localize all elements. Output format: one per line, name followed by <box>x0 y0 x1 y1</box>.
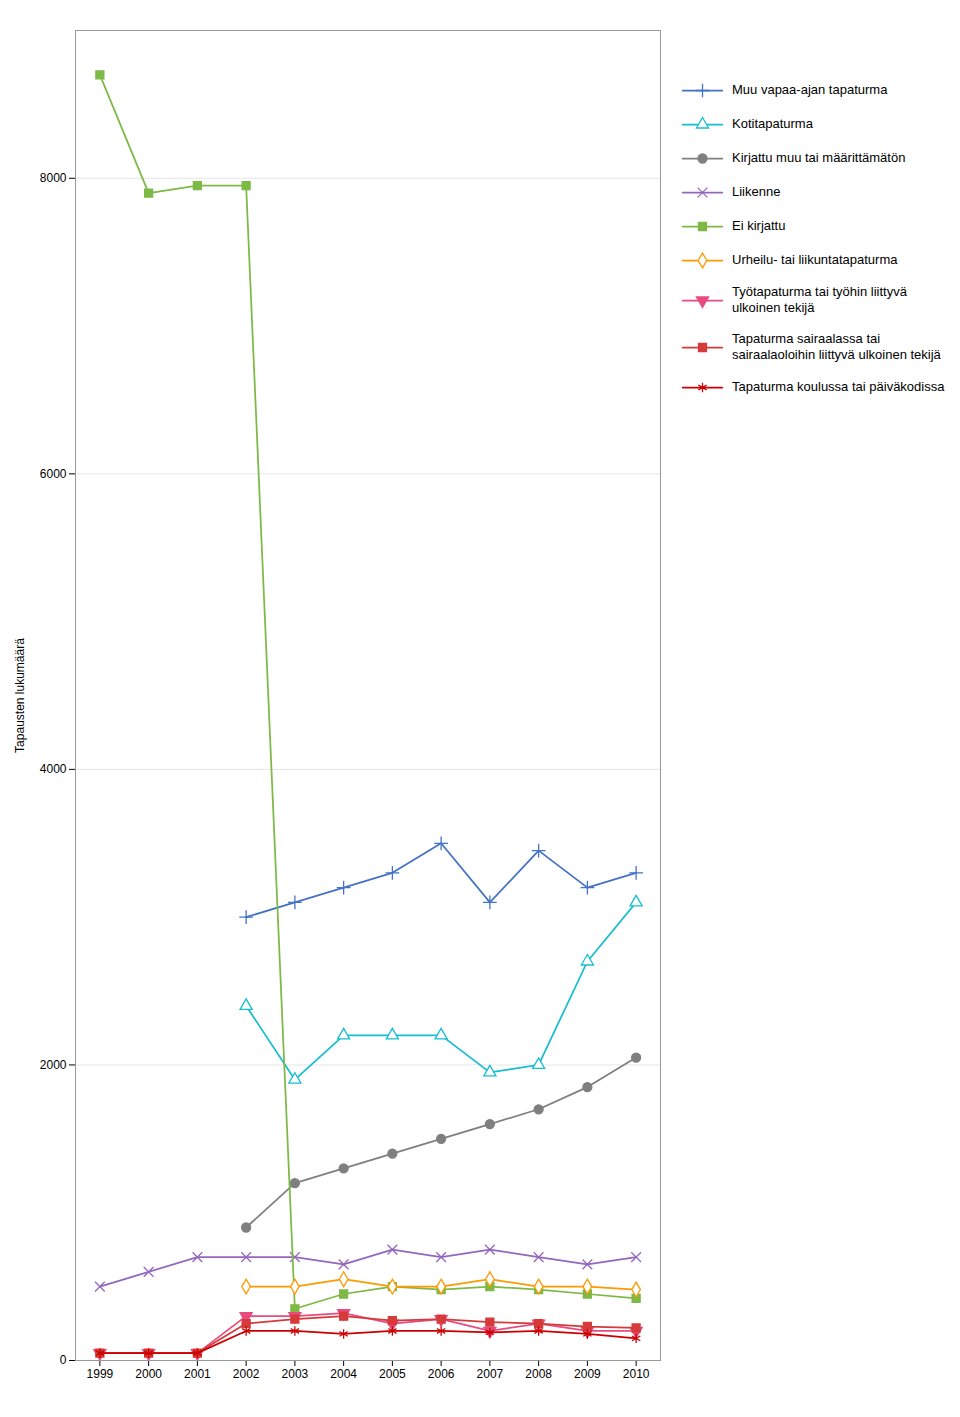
html-text:Muu vapaa-ajan tapaturma: Muu vapaa-ajan tapaturma <box>732 81 888 97</box>
svg-text:2003: 2003 <box>282 1367 309 1381</box>
html-text:Kotitapaturma: Kotitapaturma <box>732 115 813 131</box>
svg-text:4000: 4000 <box>40 762 67 776</box>
html-text:Liikenne: Liikenne <box>732 183 781 199</box>
svg-text:0: 0 <box>60 1353 67 1367</box>
svg-text:2005: 2005 <box>379 1367 406 1381</box>
svg-text:1999: 1999 <box>87 1367 114 1381</box>
svg-text:2001: 2001 <box>184 1367 211 1381</box>
svg-text:2007: 2007 <box>477 1367 504 1381</box>
svg-text:2002: 2002 <box>233 1367 260 1381</box>
html-text:Tapaturma sairaalassa tai sair: Tapaturma sairaalassa tai sairaalaoloihi… <box>732 330 941 362</box>
svg-text:8000: 8000 <box>40 171 67 185</box>
svg-text:2000: 2000 <box>40 1058 67 1072</box>
html-text:Työtapaturma tai työhin liitty: Työtapaturma tai työhin liittyvä ulkoine… <box>732 284 907 316</box>
svg-text:2010: 2010 <box>623 1367 650 1381</box>
html-text:Kirjattu muu tai määrittämätön: Kirjattu muu tai määrittämätön <box>732 149 906 165</box>
svg-text:2009: 2009 <box>574 1367 601 1381</box>
svg-text:2008: 2008 <box>525 1367 552 1381</box>
html-text:Tapaturma koulussa tai päiväko: Tapaturma koulussa tai päiväkodissa <box>732 378 945 394</box>
svg-text:2000: 2000 <box>135 1367 162 1381</box>
html-text:Ei kirjattu: Ei kirjattu <box>732 217 786 233</box>
svg-text:Tapausten lukumäärä: Tapausten lukumäärä <box>13 638 27 753</box>
html-text:Urheilu- tai liikuntatapaturma: Urheilu- tai liikuntatapaturma <box>732 251 898 267</box>
svg-text:2006: 2006 <box>428 1367 455 1381</box>
svg-text:6000: 6000 <box>40 467 67 481</box>
svg-text:2004: 2004 <box>330 1367 357 1381</box>
